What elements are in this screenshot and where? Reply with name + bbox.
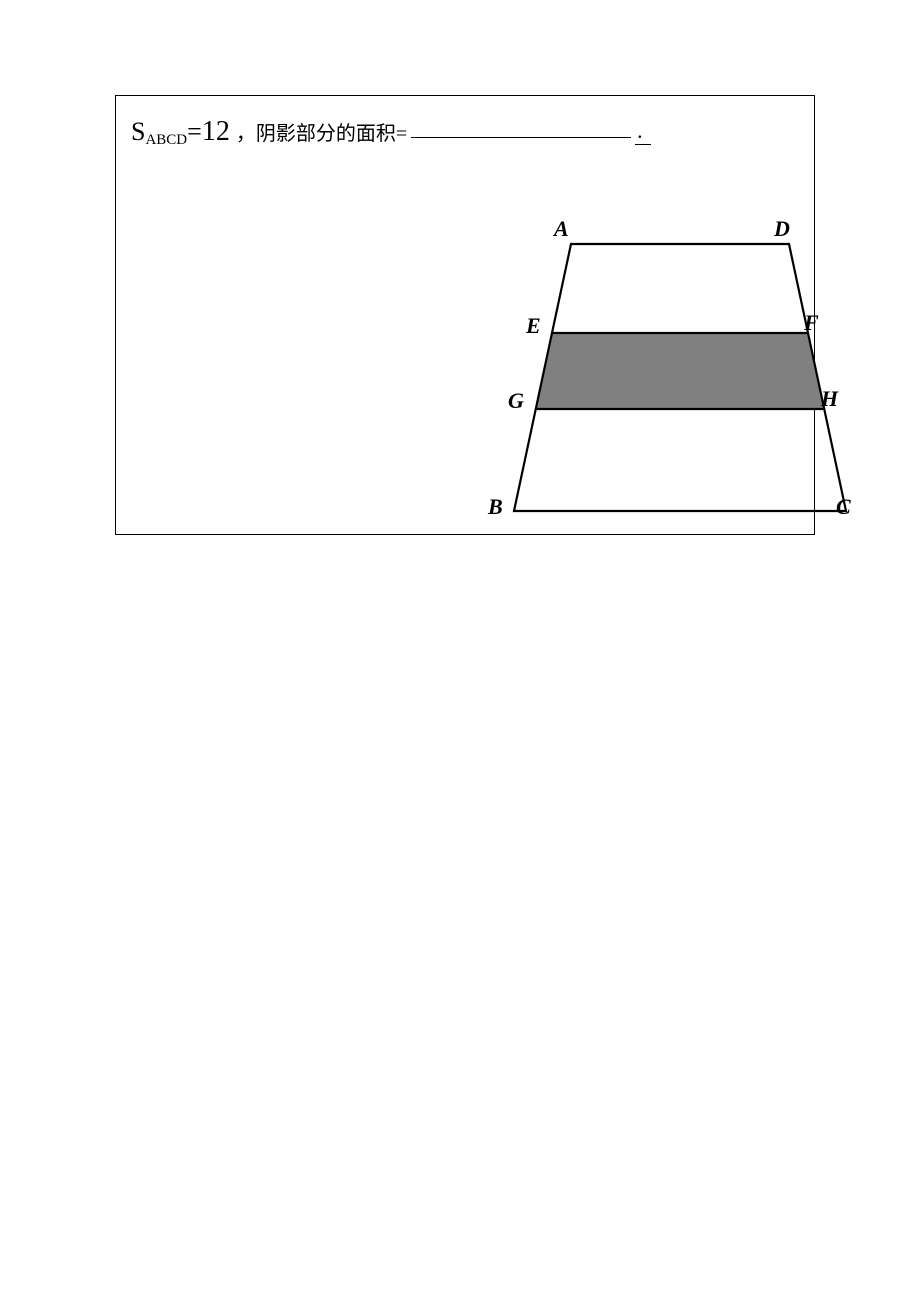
label-h: H <box>821 386 838 412</box>
trapezoid-svg <box>396 216 856 536</box>
value-twelve: 12 <box>202 116 230 148</box>
answer-blank <box>411 137 631 138</box>
label-d: D <box>774 216 790 242</box>
label-b: B <box>488 494 503 520</box>
equals-sign: = <box>187 117 202 147</box>
problem-text: S ABCD = 12 ，阴影部分的面积= . <box>131 116 651 148</box>
subscript: ABCD <box>145 132 187 149</box>
label-g: G <box>508 388 524 414</box>
trapezoid-diagram: A D E F G H B C <box>396 216 806 536</box>
label-e: E <box>526 313 541 339</box>
chinese-text: ，阴影部分的面积= <box>236 117 407 146</box>
label-a: A <box>554 216 569 242</box>
shaded-region <box>536 333 824 409</box>
outer-frame: S ABCD = 12 ，阴影部分的面积= . A D E F G H B C <box>115 95 815 535</box>
label-c: C <box>836 494 851 520</box>
s-symbol: S <box>131 117 145 147</box>
label-f: F <box>804 310 819 336</box>
period: . <box>635 118 651 145</box>
